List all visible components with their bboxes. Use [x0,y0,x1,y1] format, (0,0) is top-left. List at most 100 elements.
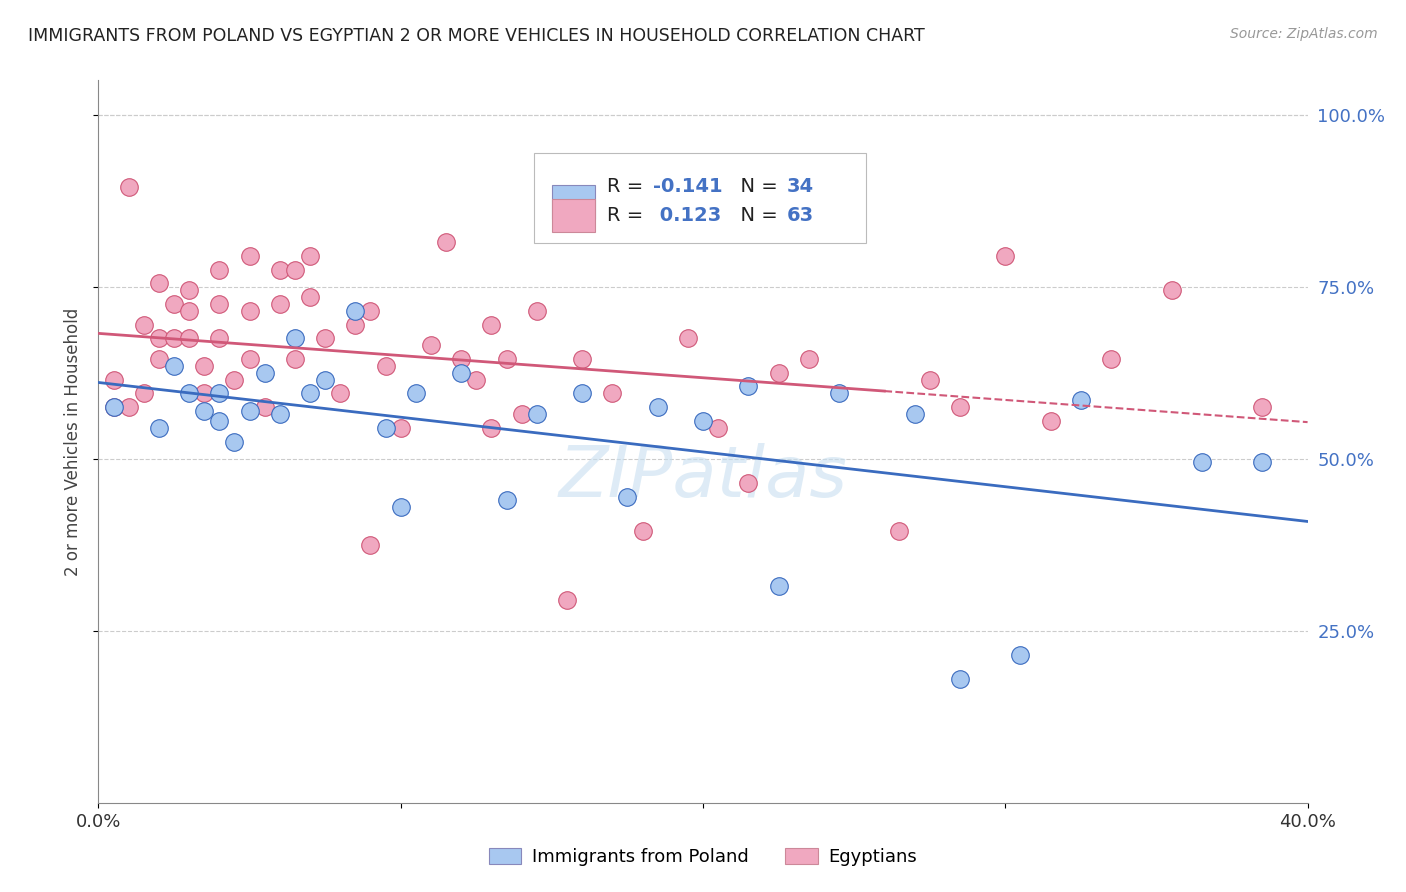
Point [239,403,262,417]
Point [299,249,322,263]
Point [904,407,927,421]
Point [631,524,654,538]
Point [269,262,291,277]
Point [768,366,790,380]
Point [208,386,231,401]
Point [179,331,201,345]
Point [481,318,503,332]
Point [918,373,941,387]
Point [344,303,367,318]
Point [676,331,699,345]
Point [450,351,472,366]
Point [692,414,714,428]
Point [389,500,412,514]
Point [737,379,759,393]
Point [1251,455,1274,469]
Text: N =: N = [728,206,785,225]
Point [148,351,170,366]
Point [1160,283,1182,297]
Point [889,524,911,538]
Point [360,538,382,552]
Text: 34: 34 [786,178,814,196]
Point [269,297,291,311]
Text: R =: R = [607,206,650,225]
Point [208,297,231,311]
Point [571,386,593,401]
Point [103,373,125,387]
Point [132,386,155,401]
Point [314,331,336,345]
Point [103,400,125,414]
Point [994,249,1017,263]
Legend: Immigrants from Poland, Egyptians: Immigrants from Poland, Egyptians [482,840,924,873]
Point [253,400,276,414]
Point [314,373,336,387]
Point [193,386,215,401]
Point [389,421,412,435]
Point [360,303,382,318]
Point [707,421,730,435]
Point [224,373,246,387]
Point [420,338,443,352]
Point [208,331,231,345]
Point [193,403,215,417]
Point [450,366,472,380]
Point [224,434,246,449]
Point [269,407,291,421]
Point [163,359,186,373]
Point [555,592,578,607]
Point [118,400,141,414]
Point [526,407,548,421]
Point [949,672,972,686]
Point [571,351,593,366]
Point [208,262,231,277]
Point [797,351,820,366]
Point [510,407,533,421]
Point [526,303,548,318]
Point [179,303,201,318]
Point [434,235,457,249]
Point [949,400,972,414]
Point [148,277,170,291]
Point [329,386,352,401]
Text: ZIPatlas: ZIPatlas [558,443,848,512]
Point [1251,400,1274,414]
Point [179,386,201,401]
Point [284,331,307,345]
Point [768,579,790,593]
Point [1039,414,1062,428]
Text: 63: 63 [786,206,814,225]
Point [616,490,638,504]
Point [284,262,307,277]
Point [163,331,186,345]
Point [118,180,141,194]
Point [163,297,186,311]
Point [465,373,488,387]
Point [1010,648,1032,662]
Text: N =: N = [728,178,785,196]
Point [495,351,517,366]
Point [828,386,851,401]
Point [299,290,322,304]
Point [647,400,669,414]
Text: IMMIGRANTS FROM POLAND VS EGYPTIAN 2 OR MORE VEHICLES IN HOUSEHOLD CORRELATION C: IMMIGRANTS FROM POLAND VS EGYPTIAN 2 OR … [28,27,925,45]
Point [1191,455,1213,469]
Point [299,386,322,401]
Text: Source: ZipAtlas.com: Source: ZipAtlas.com [1230,27,1378,41]
Text: -0.141: -0.141 [654,178,723,196]
Point [239,303,262,318]
Point [1070,393,1092,408]
Point [148,331,170,345]
Point [239,351,262,366]
Point [193,359,215,373]
Point [208,414,231,428]
Point [495,493,517,508]
Point [103,400,125,414]
Point [132,318,155,332]
Point [374,421,396,435]
Point [148,421,170,435]
Point [374,359,396,373]
Point [481,421,503,435]
FancyBboxPatch shape [551,186,595,219]
Point [284,351,307,366]
